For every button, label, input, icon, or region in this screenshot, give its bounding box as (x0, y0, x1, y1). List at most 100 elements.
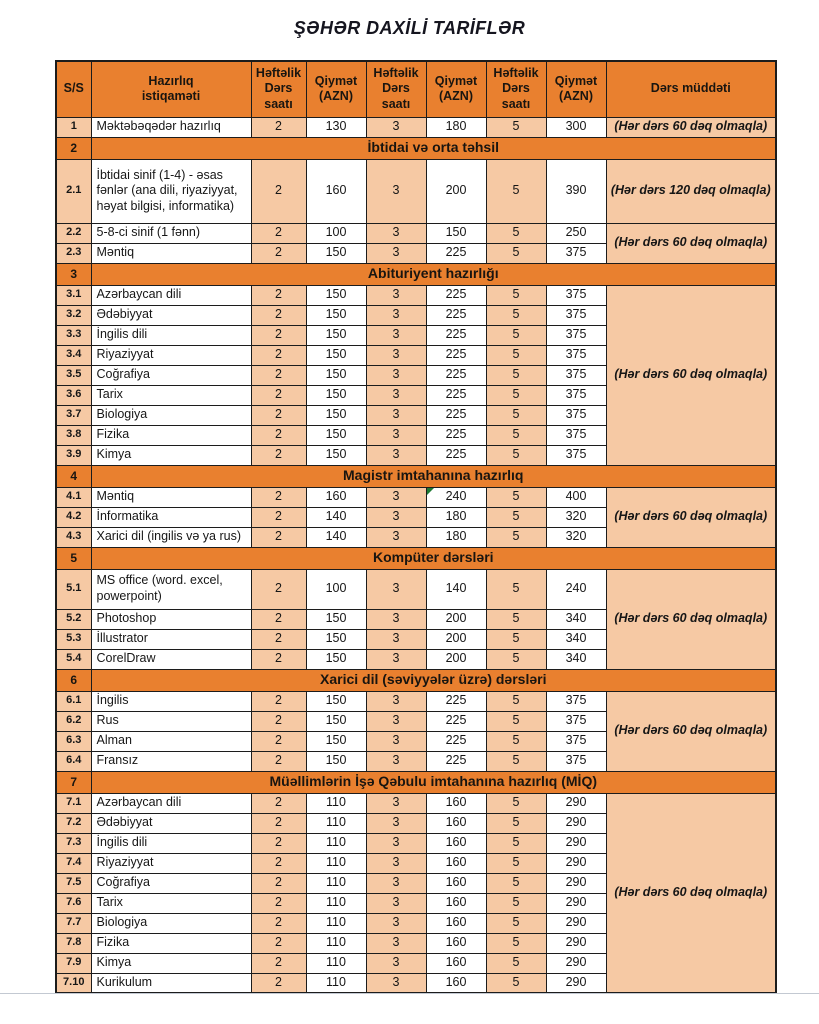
section-row: 4 Magistr imtahanına hazırlıq (55, 464, 777, 488)
weekly-hours-value: 5 (485, 628, 547, 650)
section-number: 6 (55, 668, 92, 692)
value-text: 290 (565, 915, 587, 930)
value-text: 2 (275, 974, 282, 989)
price-value: 225 (425, 690, 487, 712)
row-label: Riyaziyyat (90, 852, 252, 874)
value-text: 150 (325, 611, 347, 626)
weekly-hours-value: 3 (365, 304, 427, 326)
value-text: 3 (392, 835, 400, 850)
value-text: 5 (512, 427, 520, 442)
value-text: 290 (565, 974, 587, 989)
weekly-hours-value: 2 (250, 324, 307, 346)
row-label: İngilis dili (90, 832, 252, 854)
value-text: 300 (565, 119, 587, 134)
value-text: 5 (512, 245, 520, 260)
value-text: 5 (512, 581, 520, 596)
value-text: 320 (565, 509, 587, 524)
value-text: 2 (275, 307, 282, 322)
value-text: 290 (565, 935, 587, 950)
price-value: 225 (425, 710, 487, 732)
row-number: 5.1 (55, 568, 92, 610)
price-value: 225 (425, 730, 487, 752)
price-value: 110 (305, 852, 367, 874)
value-text: 2 (275, 447, 282, 462)
value-text: 240 (565, 581, 587, 596)
price-value: 100 (305, 222, 367, 244)
weekly-hours-value: 3 (365, 158, 427, 224)
value-text: 375 (565, 245, 587, 260)
duration-cell: (Hər dərs 60 dəq olmaqla) (605, 486, 777, 548)
weekly-hours-value: 2 (250, 892, 307, 914)
row-label: İllustrator (90, 628, 252, 650)
value-text: 5 (512, 974, 520, 989)
weekly-hours-value: 5 (485, 832, 547, 854)
value-text: 2 (275, 733, 282, 748)
price-value: 110 (305, 832, 367, 854)
table-row: 5.2 Photoshop 2 150 3 200 5 340 (55, 608, 776, 630)
weekly-hours-value: 5 (485, 710, 547, 732)
table-row: 7.1 Azərbaycan dili 2 110 3 160 5 290 (Hər dərs … (55, 792, 777, 994)
value-text: 3 (392, 287, 400, 302)
table-row: 3.3 İngilis dili 2 150 3 225 5 375 (55, 324, 776, 346)
value-text: 2 (275, 427, 282, 442)
value-text: 3 (392, 713, 400, 728)
price-value: 160 (425, 792, 487, 814)
value-text: 2 (275, 327, 282, 342)
price-value: 225 (425, 404, 487, 426)
value-text: 290 (565, 815, 587, 830)
value-text: 150 (325, 733, 347, 748)
price-value: 290 (545, 932, 607, 954)
row-number: 7.5 (55, 872, 92, 894)
row-label: Biologiya (90, 912, 252, 934)
value-text: 5 (512, 855, 520, 870)
value-text: 3 (392, 581, 400, 596)
value-text: 2 (275, 753, 282, 768)
weekly-hours-value: 2 (250, 242, 307, 264)
weekly-hours-value: 2 (250, 832, 307, 854)
row-label: MS office (word. excel, powerpoint) (90, 568, 252, 610)
value-text: 150 (325, 427, 347, 442)
header-ss: S/S (55, 60, 92, 118)
value-text: 3 (392, 733, 400, 748)
value-text: 110 (326, 835, 346, 850)
value-text: 2 (275, 631, 282, 646)
table-row: 7.2 Ədəbiyyat 2 110 3 160 5 290 (55, 812, 776, 834)
price-value: 320 (545, 526, 607, 548)
header-row: S/S Hazırlıq istiqaməti Həftəlik Dərs sa… (55, 60, 777, 118)
value-text: 5 (512, 631, 520, 646)
table-row: 2.3 Məntiq 2 150 3 225 5 375 (55, 242, 776, 264)
value-text: 225 (445, 245, 467, 260)
value-text: 340 (565, 631, 587, 646)
row-number: 6.1 (55, 690, 92, 712)
weekly-hours-value: 2 (250, 304, 307, 326)
weekly-hours-value: 3 (365, 424, 427, 446)
price-value: 225 (425, 750, 487, 772)
row-label: Tarix (90, 384, 252, 406)
value-text: 290 (565, 875, 587, 890)
value-text: 5 (512, 287, 520, 302)
row-label: Coğrafiya (90, 872, 252, 894)
row-label: İngilis dili (90, 324, 252, 346)
value-text: 200 (445, 183, 467, 198)
value-text: 375 (565, 447, 587, 462)
section-number: 3 (55, 262, 92, 286)
price-value: 150 (425, 222, 487, 244)
value-text: 160 (445, 835, 467, 850)
value-text: 140 (325, 509, 347, 524)
price-value: 225 (425, 284, 487, 306)
value-text: 3 (392, 693, 400, 708)
weekly-hours-value: 3 (365, 284, 427, 306)
row-number: 3.8 (55, 424, 92, 446)
price-value: 140 (305, 506, 367, 528)
value-text: 3 (392, 795, 400, 810)
row-label: Kimya (90, 444, 252, 466)
price-value: 375 (545, 344, 607, 366)
value-text: 110 (326, 974, 346, 989)
value-text: 3 (392, 974, 400, 989)
value-text: 2 (275, 119, 282, 134)
row-label: Kurikulum (90, 972, 252, 994)
price-value: 375 (545, 242, 607, 264)
row-label: Məktəbəqədər hazırlıq (90, 116, 252, 138)
value-text: 225 (445, 347, 467, 362)
price-value: 110 (305, 912, 367, 934)
